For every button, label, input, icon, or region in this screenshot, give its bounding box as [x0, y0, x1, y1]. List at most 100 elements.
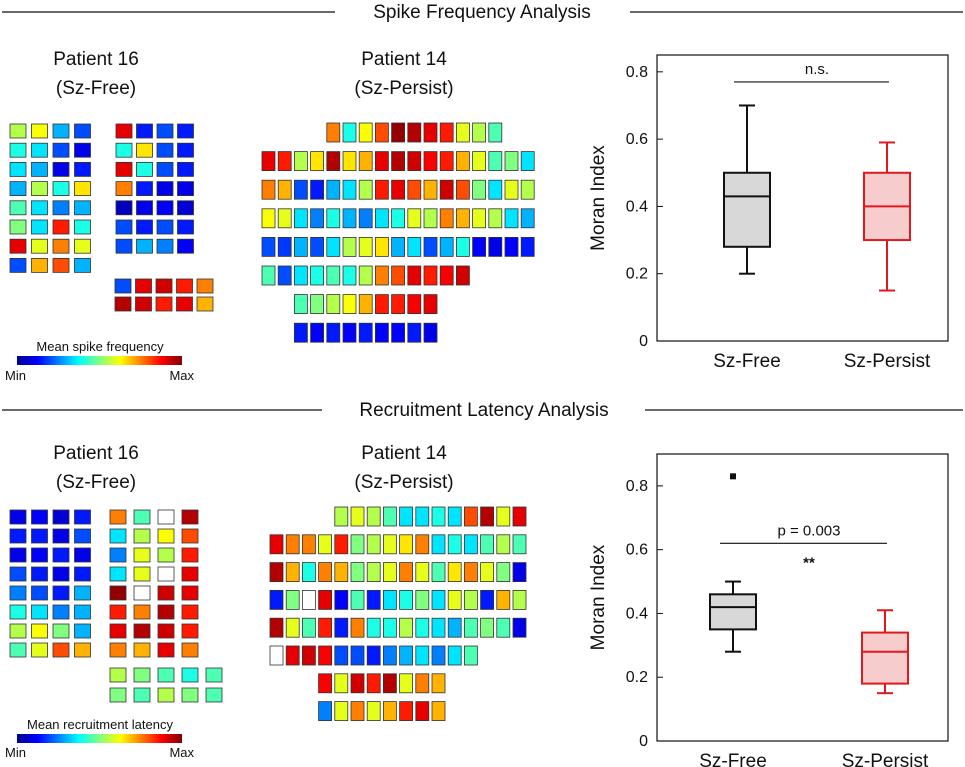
electrode [431, 701, 446, 721]
s2-patient16-group: (Sz-Free) [56, 472, 136, 493]
y-tick-label: 0.4 [626, 198, 648, 215]
electrode [269, 562, 284, 582]
electrode [374, 265, 389, 286]
electrode [318, 534, 333, 555]
electrode [463, 534, 478, 555]
electrode [31, 200, 48, 216]
electrode [326, 179, 341, 200]
electrode [135, 296, 152, 312]
electrode [366, 534, 381, 555]
electrode [431, 562, 446, 582]
electrode [261, 265, 276, 286]
electrode [9, 585, 27, 601]
electrode [31, 528, 48, 544]
electrode [177, 219, 194, 235]
s2-boxplot: 0 0.2 0.4 0.6 0.8 Moran Index Sz-Free Sz-Persis… [588, 453, 949, 767]
electrode [439, 208, 454, 229]
electrode [415, 506, 430, 527]
electrode [136, 181, 153, 197]
electrode [399, 590, 414, 610]
electrode [374, 151, 389, 172]
electrode [382, 590, 397, 610]
electrode [301, 617, 316, 638]
electrode [109, 604, 127, 620]
electrode-empty [133, 585, 151, 601]
electrode [74, 604, 91, 620]
electrode [293, 151, 308, 172]
electrode [488, 179, 503, 200]
electrode [277, 179, 292, 200]
electrode [277, 208, 292, 229]
s2-colorbar-gradient [17, 734, 182, 743]
electrode [115, 219, 133, 235]
electrode [407, 122, 422, 143]
electrode [109, 667, 127, 683]
electrode [342, 179, 357, 200]
electrode [415, 534, 430, 555]
electrode [358, 122, 373, 143]
electrode [318, 617, 333, 638]
electrode [350, 701, 365, 721]
electrode [157, 687, 175, 703]
plot-frame [656, 453, 949, 742]
electrode [52, 604, 70, 620]
electrode [407, 294, 422, 315]
electrode [133, 528, 151, 544]
electrode [423, 265, 438, 286]
electrode [439, 151, 454, 172]
electrode [415, 673, 430, 694]
electrode [342, 294, 357, 315]
electrode [374, 294, 389, 315]
electrode [157, 623, 175, 639]
electrode [269, 617, 284, 638]
s1-patient16-name: Patient 16 [53, 49, 139, 70]
electrode [156, 123, 174, 139]
s2-colorbar-label: Mean recruitment latency [27, 717, 173, 732]
electrode [504, 236, 519, 257]
electrode [488, 208, 503, 229]
electrode [9, 528, 27, 544]
electrode [455, 122, 470, 143]
s2-patient14-name: Patient 14 [361, 443, 447, 464]
y-tick-label: 0.2 [626, 669, 648, 686]
electrode [31, 604, 48, 620]
electrode [334, 562, 349, 582]
electrode [455, 179, 470, 200]
electrode [382, 701, 397, 721]
electrode [9, 238, 27, 254]
electrode [350, 617, 365, 638]
y-tick-label: 0.2 [626, 266, 648, 283]
electrode [136, 219, 153, 235]
electrode [382, 562, 397, 582]
electrode [512, 590, 527, 610]
electrode [431, 590, 446, 610]
electrode [52, 142, 70, 158]
electrode [52, 547, 70, 563]
electrode [74, 566, 91, 582]
s2-patient14-group: (Sz-Persist) [354, 472, 453, 493]
electrode [496, 534, 511, 555]
electrode [520, 179, 535, 200]
s2-patient16-grid-right [109, 509, 199, 658]
electrode [52, 257, 70, 273]
s1-colorbar-min: Min [5, 368, 26, 383]
electrode [115, 161, 133, 177]
electrode [488, 236, 503, 257]
electrode [205, 687, 223, 703]
electrode [366, 506, 381, 527]
electrode [374, 122, 389, 143]
electrode [407, 151, 422, 172]
electrode [350, 562, 365, 582]
electrode [318, 701, 333, 721]
electrode [52, 642, 70, 658]
electrode [31, 181, 48, 197]
y-tick-label: 0.6 [626, 131, 648, 148]
electrode [342, 265, 357, 286]
s2-colorbar-min: Min [5, 745, 26, 760]
y-tick-label: 0.8 [626, 478, 648, 495]
s1-patient16-grid-left [9, 123, 91, 273]
electrode [472, 151, 487, 172]
x-category-label: Sz-Free [713, 351, 781, 372]
electrode [488, 122, 503, 143]
section2-title: Recruitment Latency Analysis [359, 400, 608, 421]
